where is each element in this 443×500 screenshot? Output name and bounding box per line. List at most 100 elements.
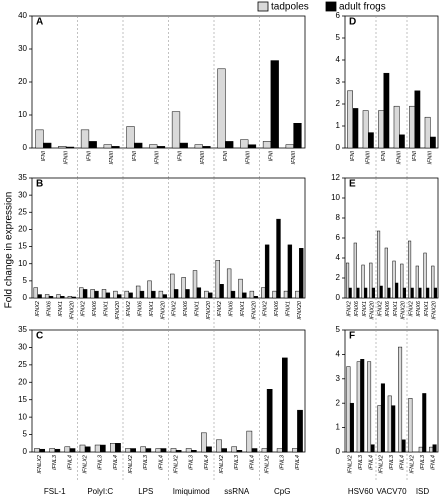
bar bbox=[208, 292, 213, 299]
bar bbox=[368, 132, 374, 149]
bar bbox=[270, 60, 279, 149]
legend-label: adult frogs bbox=[339, 2, 386, 13]
x-tick-label: IFNX1 bbox=[58, 301, 64, 317]
bar bbox=[261, 448, 268, 453]
bar bbox=[285, 144, 294, 149]
x-tick-label: IFNX2 bbox=[172, 301, 178, 317]
bar bbox=[276, 218, 281, 299]
bar bbox=[160, 448, 167, 453]
bar bbox=[105, 292, 111, 299]
y-tick-label: 0 bbox=[23, 293, 28, 302]
bar bbox=[181, 277, 186, 299]
x-tick-label: IFNL4 bbox=[113, 455, 119, 470]
x-tick-label: IFNL3 bbox=[189, 454, 195, 470]
x-tick-label: IFNX1 bbox=[194, 301, 200, 317]
bar bbox=[79, 287, 84, 299]
x-tick-label: IFNLX2 bbox=[83, 455, 89, 474]
x-tick-label: IFNX1 bbox=[285, 301, 291, 317]
y-tick-label: 15 bbox=[18, 242, 27, 251]
y-tick-label: 20 bbox=[18, 225, 27, 234]
bar bbox=[377, 405, 382, 453]
x-tick-label: IFNX2 bbox=[346, 301, 352, 317]
y-tick-label: 10 bbox=[18, 110, 27, 119]
group-label: ssRNA bbox=[224, 487, 250, 496]
x-tick-label: IFNIII bbox=[200, 151, 206, 165]
x-tick-label: IFNX1 bbox=[149, 301, 155, 317]
x-tick-label: IFNLX2 bbox=[174, 455, 180, 474]
bar bbox=[371, 287, 376, 299]
bar bbox=[246, 430, 253, 453]
x-tick-label: IFNIII bbox=[291, 151, 297, 165]
bar bbox=[139, 290, 145, 299]
x-tick-label: IFNL3 bbox=[98, 454, 104, 470]
y-tick-label: 20 bbox=[18, 77, 27, 86]
bar bbox=[242, 292, 247, 299]
bar bbox=[346, 366, 351, 453]
bar bbox=[236, 450, 243, 453]
bar bbox=[175, 450, 182, 453]
x-tick-label: IFNX20 bbox=[401, 300, 407, 320]
bar bbox=[125, 448, 131, 453]
bar bbox=[384, 247, 388, 299]
bar bbox=[393, 105, 400, 149]
x-tick-label: IFNL4 bbox=[399, 455, 405, 470]
bar bbox=[100, 444, 106, 453]
bar bbox=[407, 240, 412, 299]
x-tick-label: IFNX1 bbox=[393, 301, 399, 317]
x-tick-label: IFNL4 bbox=[295, 455, 301, 470]
bar bbox=[147, 280, 152, 299]
bar bbox=[225, 141, 234, 149]
bar bbox=[94, 444, 101, 453]
bar bbox=[266, 389, 273, 453]
y-tick-label: 10 bbox=[18, 412, 27, 421]
x-tick-label: IFNL3 bbox=[280, 454, 286, 470]
x-tick-label: IFNL3 bbox=[234, 454, 240, 470]
x-tick-label: IFNX20 bbox=[115, 300, 121, 320]
bar bbox=[378, 110, 385, 149]
bar bbox=[179, 142, 188, 149]
x-tick-label: IFNIII bbox=[397, 151, 403, 165]
bar bbox=[352, 108, 359, 149]
x-tick-label: IFNI bbox=[381, 151, 387, 162]
x-tick-label: IFNX20 bbox=[160, 300, 166, 320]
x-tick-label: IFNIII bbox=[109, 151, 115, 165]
x-tick-label: IFNL4 bbox=[204, 455, 210, 470]
x-tick-label: IFNX6 bbox=[274, 300, 280, 317]
x-tick-label: IFNX2 bbox=[408, 301, 414, 317]
bar bbox=[39, 448, 45, 453]
bar bbox=[431, 265, 435, 299]
x-tick-label: IFNI bbox=[350, 151, 356, 162]
bar bbox=[110, 443, 116, 453]
bar bbox=[409, 105, 416, 149]
y-tick-label: 6 bbox=[336, 233, 341, 242]
bar bbox=[103, 144, 112, 149]
x-tick-label: IFNX1 bbox=[103, 301, 109, 317]
x-tick-label: IFNI bbox=[412, 151, 418, 162]
bar bbox=[398, 346, 403, 453]
bar bbox=[367, 361, 372, 453]
y-tick-label: 0 bbox=[336, 293, 341, 302]
x-tick-label: IFNLX2 bbox=[379, 455, 385, 474]
bar bbox=[128, 292, 133, 299]
bar bbox=[54, 448, 61, 453]
bar bbox=[215, 260, 220, 299]
bar bbox=[362, 110, 369, 149]
y-tick-label: 3 bbox=[336, 374, 341, 383]
bar bbox=[292, 448, 298, 453]
x-tick-label: IFNI bbox=[132, 151, 138, 162]
x-tick-label: IFNX2 bbox=[35, 301, 41, 317]
y-tick-label: 0 bbox=[336, 143, 341, 152]
bar bbox=[345, 262, 350, 299]
x-tick-label: IFNIII bbox=[155, 151, 161, 165]
bar bbox=[395, 282, 399, 299]
bar bbox=[402, 287, 407, 299]
bar bbox=[422, 393, 427, 453]
bar bbox=[287, 244, 293, 299]
bar bbox=[134, 142, 143, 149]
x-tick-label: IFNX6 bbox=[385, 300, 391, 317]
x-tick-label: IFNL4 bbox=[158, 455, 164, 470]
bar bbox=[349, 402, 354, 453]
y-tick-label: 30 bbox=[18, 343, 27, 352]
x-tick-label: IFNLX2 bbox=[219, 455, 225, 474]
